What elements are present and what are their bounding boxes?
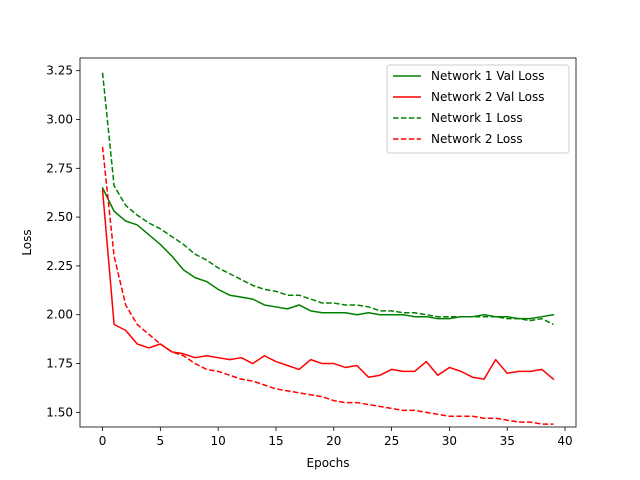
legend-entry-label: Network 1 Val Loss (431, 69, 544, 83)
y-tick-label: 2.00 (46, 308, 73, 322)
y-tick-label: 1.50 (46, 405, 73, 419)
legend-box (386, 64, 570, 154)
x-tick-label: 0 (99, 434, 107, 448)
y-axis: 1.50 1.75 2.00 2.25 2.50 2.75 3.00 3.25 (46, 64, 80, 419)
y-tick-label: 2.75 (46, 161, 73, 175)
plot-frame (79, 57, 577, 428)
series-lines (101, 72, 555, 425)
x-tick-label: 30 (442, 434, 457, 448)
y-tick-label: 2.25 (46, 259, 73, 273)
y-tick-label: 2.50 (46, 210, 73, 224)
x-tick-label: 5 (157, 434, 165, 448)
x-tick-label: 35 (500, 434, 515, 448)
x-tick-label: 20 (326, 434, 341, 448)
series-line-4 (101, 146, 554, 425)
x-axis-label: Epochs (307, 456, 350, 470)
series-line-2 (101, 189, 555, 380)
x-tick-label: 15 (268, 434, 283, 448)
x-tick-label: 25 (384, 434, 399, 448)
legend-entry-label: Network 2 Val Loss (431, 90, 544, 104)
x-tick-label: 10 (211, 434, 226, 448)
y-tick-label: 3.25 (46, 64, 73, 78)
x-tick-label: 40 (557, 434, 572, 448)
y-tick-label: 1.75 (46, 357, 73, 371)
x-axis: 0 5 10 15 20 25 30 35 40 (99, 427, 573, 448)
legend-entry-label: Network 1 Loss (431, 111, 523, 125)
legend-entry-label: Network 2 Loss (431, 132, 523, 146)
series-line-1 (101, 187, 555, 320)
series-line-3 (101, 72, 554, 326)
y-axis-label: Loss (20, 229, 34, 255)
y-tick-label: 3.00 (46, 113, 73, 127)
legend: Network 1 Val Loss Network 2 Val Loss Netw… (386, 64, 570, 154)
